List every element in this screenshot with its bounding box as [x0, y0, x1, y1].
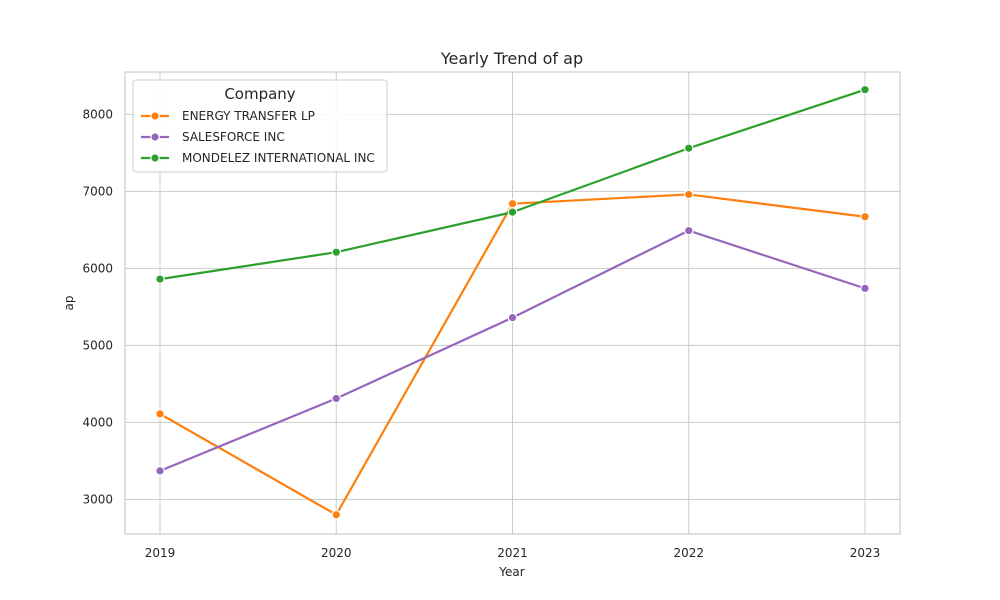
y-tick-label: 3000: [82, 492, 113, 506]
plot-frame: [124, 71, 901, 535]
data-point: [331, 247, 342, 257]
legend-marker: [150, 132, 160, 142]
legend-box: [132, 79, 388, 173]
chart-title: Yearly Trend of ap: [440, 49, 583, 68]
grid: [125, 72, 900, 534]
x-axis-ticks: 2019 2020 2021 2022 2023: [145, 546, 881, 560]
data-point: [155, 466, 165, 476]
data-point: [860, 211, 870, 222]
legend: Company ENERGY TRANSFER LP SALESFORCE INC…: [132, 79, 388, 173]
x-tick-label: 2023: [850, 546, 881, 560]
data-point: [860, 283, 870, 294]
x-axis-label: Year: [498, 565, 524, 579]
data-point: [507, 312, 518, 323]
legend-marker: [150, 111, 160, 121]
data-point: [507, 207, 518, 217]
legend-entry: SALESFORCE INC: [141, 130, 285, 144]
y-tick-label: 5000: [82, 338, 113, 352]
x-tick-label: 2019: [145, 546, 176, 560]
legend-marker: [150, 153, 160, 163]
y-tick-label: 7000: [82, 184, 113, 198]
legend-label: MONDELEZ INTERNATIONAL INC: [182, 151, 375, 165]
data-point: [683, 143, 694, 154]
legend-entries: ENERGY TRANSFER LP SALESFORCE INC MONDELEZ…: [141, 109, 375, 165]
y-tick-label: 4000: [82, 415, 113, 429]
data-point: [155, 274, 165, 284]
data-point: [331, 509, 342, 520]
x-tick-label: 2022: [673, 546, 704, 560]
series-1: [155, 189, 870, 520]
data-point: [155, 409, 165, 419]
data-point: [683, 225, 694, 236]
legend-entry: ENERGY TRANSFER LP: [141, 109, 315, 123]
series-3: [155, 84, 870, 284]
y-tick-label: 6000: [82, 261, 113, 275]
y-axis-ticks: 3000 4000 5000 6000 7000 8000: [82, 107, 113, 506]
legend-entry: MONDELEZ INTERNATIONAL INC: [141, 151, 375, 165]
series-2: [155, 225, 870, 476]
y-tick-label: 8000: [82, 107, 113, 121]
y-axis-label: ap: [62, 296, 76, 311]
data-point: [331, 393, 342, 404]
legend-title: Company: [224, 85, 295, 103]
legend-label: SALESFORCE INC: [182, 130, 285, 144]
data-point: [860, 84, 870, 95]
x-tick-label: 2021: [497, 546, 528, 560]
data-point: [683, 189, 694, 200]
legend-label: ENERGY TRANSFER LP: [182, 109, 315, 123]
data-point: [507, 198, 518, 209]
x-tick-label: 2020: [321, 546, 352, 560]
series-group: [155, 84, 870, 520]
